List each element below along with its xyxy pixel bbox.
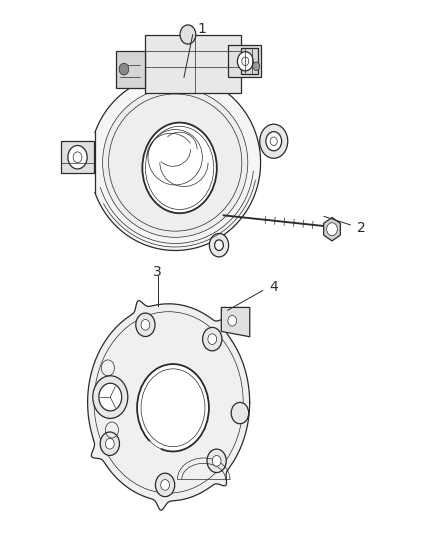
Circle shape xyxy=(208,334,217,344)
Text: 4: 4 xyxy=(269,280,278,294)
Polygon shape xyxy=(228,45,261,77)
Circle shape xyxy=(155,473,175,497)
Polygon shape xyxy=(116,51,145,88)
Circle shape xyxy=(161,480,170,490)
Circle shape xyxy=(231,402,249,424)
Circle shape xyxy=(142,123,217,213)
Circle shape xyxy=(106,438,114,449)
Polygon shape xyxy=(221,308,250,337)
Circle shape xyxy=(137,364,209,451)
Circle shape xyxy=(237,52,253,71)
Text: 2: 2 xyxy=(357,221,366,235)
Polygon shape xyxy=(241,47,258,74)
Circle shape xyxy=(215,240,223,251)
Polygon shape xyxy=(324,217,340,241)
Polygon shape xyxy=(88,301,250,510)
Circle shape xyxy=(266,132,282,151)
Polygon shape xyxy=(145,35,241,93)
Circle shape xyxy=(100,432,120,455)
Circle shape xyxy=(141,319,150,330)
Circle shape xyxy=(136,313,155,336)
Circle shape xyxy=(93,376,128,418)
Ellipse shape xyxy=(102,88,248,237)
Circle shape xyxy=(212,456,221,466)
Text: 3: 3 xyxy=(153,265,162,279)
Text: 1: 1 xyxy=(197,22,206,36)
Circle shape xyxy=(99,383,122,411)
Circle shape xyxy=(180,25,196,44)
Circle shape xyxy=(68,146,87,169)
Circle shape xyxy=(209,233,229,257)
Circle shape xyxy=(253,62,260,70)
Circle shape xyxy=(260,124,288,158)
Circle shape xyxy=(119,63,129,75)
Circle shape xyxy=(228,316,237,326)
Circle shape xyxy=(327,223,337,236)
Circle shape xyxy=(203,327,222,351)
Polygon shape xyxy=(61,141,94,173)
Circle shape xyxy=(207,449,226,473)
Polygon shape xyxy=(95,75,261,251)
